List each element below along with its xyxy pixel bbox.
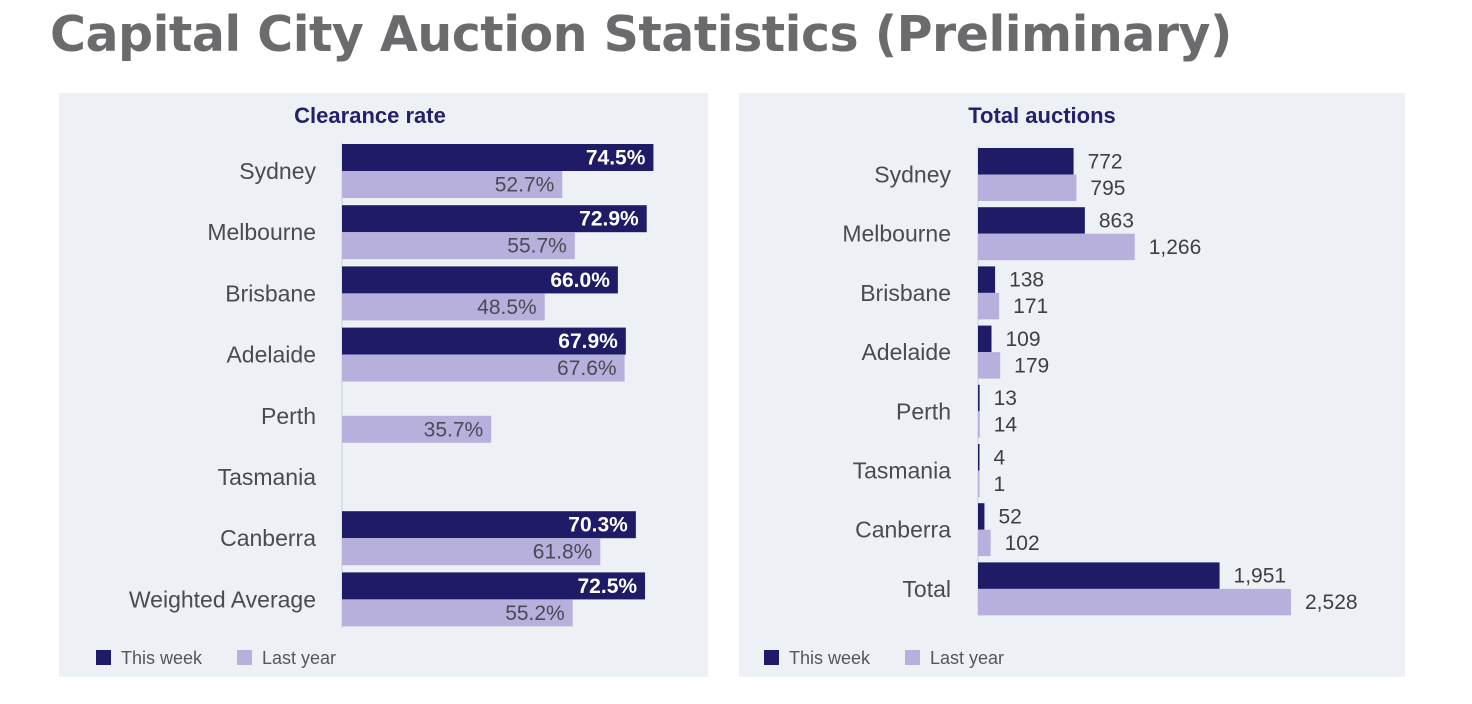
category-label-brisbane: Brisbane [860, 280, 951, 306]
data-label-this-week-adelaide: 67.9% [558, 330, 618, 353]
category-label-melbourne: Melbourne [842, 221, 951, 247]
category-label-weighted-average: Weighted Average [129, 586, 316, 612]
legend-swatch-last-year [905, 650, 920, 665]
legend-swatch-this-week [764, 650, 779, 665]
data-label-last-year-weighted-average: 55.2% [505, 602, 565, 625]
category-label-tasmania: Tasmania [853, 458, 952, 484]
bar-last-year-sydney [342, 171, 563, 198]
data-label-this-week-brisbane: 138 [1009, 269, 1044, 292]
bar-this-week-melbourne [978, 207, 1085, 234]
data-label-this-week-melbourne: 863 [1099, 209, 1134, 232]
clearance-rate-panel: Clearance rate Sydney 74.5% 52.7% Melbourne 7… [59, 93, 708, 677]
data-label-last-year-perth: 35.7% [424, 418, 484, 441]
data-label-last-year-brisbane: 48.5% [477, 296, 537, 319]
bar-last-year-melbourne [342, 232, 575, 260]
data-label-this-week-canberra: 52 [998, 505, 1021, 528]
category-label-perth: Perth [896, 398, 951, 424]
bar-this-week-total [978, 562, 1220, 589]
legend-label-this-week: This week [121, 648, 203, 668]
bar-last-year-perth [978, 411, 980, 438]
data-label-this-week-total: 1,951 [1234, 565, 1287, 588]
chart-title: Clearance rate [294, 103, 446, 128]
bar-this-week-sydney [978, 148, 1074, 175]
category-label-adelaide: Adelaide [226, 342, 316, 368]
category-label-total: Total [902, 576, 951, 602]
total-auctions-panel: Total auctions Sydney 772 795 Melbourne 863 1,… [739, 93, 1405, 677]
data-label-last-year-sydney: 52.7% [495, 174, 555, 197]
category-label-sydney: Sydney [874, 162, 951, 188]
data-label-last-year-melbourne: 55.7% [507, 235, 567, 258]
bar-last-year-canberra [978, 529, 991, 557]
bar-last-year-brisbane [342, 293, 545, 321]
data-label-this-week-weighted-average: 72.5% [578, 575, 638, 598]
legend-swatch-last-year [237, 650, 252, 665]
data-label-last-year-canberra: 102 [1005, 532, 1040, 555]
legend-label-last-year: Last year [930, 648, 1004, 668]
bar-this-week-perth [978, 384, 980, 412]
data-label-this-week-tasmania: 4 [994, 446, 1006, 469]
bar-last-year-total [978, 588, 1291, 616]
data-label-this-week-sydney: 74.5% [586, 147, 646, 170]
data-label-this-week-sydney: 772 [1088, 150, 1123, 173]
data-label-this-week-brisbane: 66.0% [550, 269, 610, 292]
category-label-melbourne: Melbourne [207, 219, 316, 245]
category-label-perth: Perth [261, 403, 316, 429]
data-label-last-year-adelaide: 179 [1014, 354, 1049, 377]
data-label-last-year-sydney: 795 [1090, 177, 1125, 200]
bar-last-year-sydney [978, 174, 1077, 201]
bar-last-year-canberra [342, 538, 601, 566]
data-label-last-year-total: 2,528 [1305, 591, 1358, 614]
bar-this-week-weighted-average [342, 572, 646, 600]
clearance-rate-chart: Clearance rate Sydney 74.5% 52.7% Melbourne 7… [96, 103, 654, 668]
bar-last-year-weighted-average [342, 599, 573, 627]
bar-last-year-brisbane [978, 292, 1000, 320]
category-label-tasmania: Tasmania [218, 464, 317, 490]
data-label-last-year-melbourne: 1,266 [1149, 236, 1202, 259]
bar-last-year-adelaide [342, 354, 625, 382]
data-label-this-week-perth: 13 [994, 387, 1017, 410]
category-label-brisbane: Brisbane [225, 280, 316, 306]
bar-this-week-tasmania [978, 444, 980, 471]
bar-last-year-tasmania [978, 470, 980, 497]
bar-last-year-adelaide [978, 352, 1001, 379]
data-label-last-year-tasmania: 1 [994, 473, 1006, 496]
category-label-canberra: Canberra [220, 525, 316, 551]
data-label-this-week-adelaide: 109 [1005, 328, 1040, 351]
bar-this-week-sydney [342, 144, 654, 171]
data-label-last-year-canberra: 61.8% [533, 541, 593, 564]
legend-label-last-year: Last year [262, 648, 336, 668]
category-label-canberra: Canberra [855, 517, 951, 543]
data-label-last-year-perth: 14 [994, 414, 1018, 437]
bar-last-year-melbourne [978, 233, 1135, 261]
legend-swatch-this-week [96, 650, 111, 665]
category-label-sydney: Sydney [239, 158, 316, 184]
bar-this-week-adelaide [342, 327, 626, 355]
data-label-this-week-canberra: 70.3% [568, 514, 628, 537]
bar-this-week-adelaide [978, 325, 992, 353]
data-label-last-year-adelaide: 67.6% [557, 357, 617, 380]
legend-label-this-week: This week [789, 648, 871, 668]
bar-this-week-canberra [978, 503, 985, 530]
bar-last-year-perth [342, 415, 492, 443]
bar-this-week-brisbane [978, 266, 996, 293]
bar-this-week-melbourne [342, 205, 647, 233]
data-label-last-year-brisbane: 171 [1013, 295, 1048, 318]
page-title: Capital City Auction Statistics (Prelimi… [50, 6, 1232, 63]
bar-this-week-brisbane [342, 266, 618, 294]
total-auctions-chart: Total auctions Sydney 772 795 Melbourne 863 1,… [764, 103, 1358, 668]
data-label-this-week-melbourne: 72.9% [579, 208, 639, 231]
bar-this-week-canberra [342, 511, 636, 539]
category-label-adelaide: Adelaide [861, 339, 951, 365]
chart-title: Total auctions [968, 103, 1116, 128]
